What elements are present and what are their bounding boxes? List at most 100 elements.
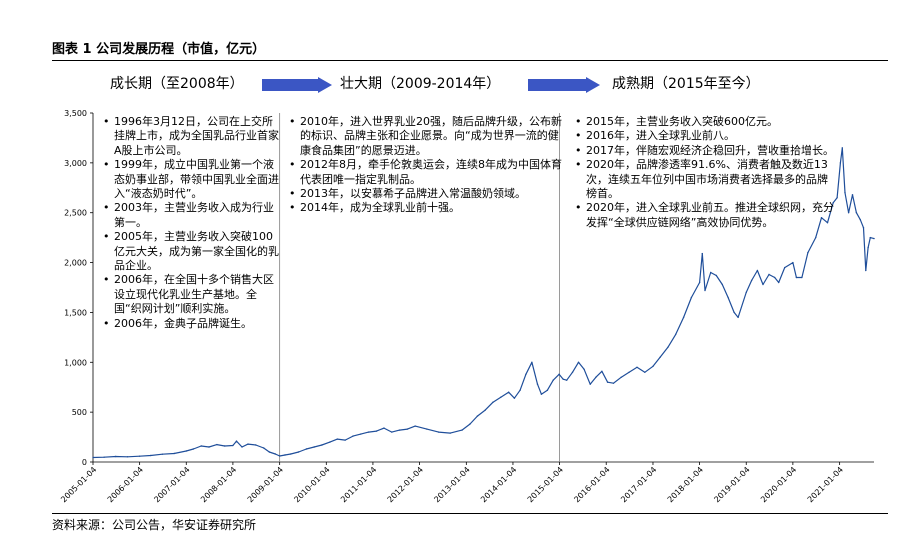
data-point — [192, 448, 195, 450]
data-point — [406, 428, 409, 430]
data-point — [859, 219, 861, 221]
data-point — [839, 162, 842, 164]
data-point — [279, 455, 281, 457]
data-point — [721, 283, 723, 286]
data-point — [552, 379, 554, 381]
x-tick-label: 2006-01-04 — [106, 465, 145, 504]
data-point — [367, 431, 370, 433]
data-point — [566, 379, 568, 381]
x-tick-label: 2007-01-04 — [152, 465, 191, 504]
data-point — [869, 236, 871, 239]
data-point — [336, 438, 339, 440]
data-point — [92, 456, 94, 459]
data-point — [710, 271, 712, 274]
data-point — [715, 274, 717, 277]
data-point — [571, 371, 574, 373]
note-2013-ambrosial: 2013年，以安慕希子品牌进入常温酸奶领域。 — [289, 187, 562, 202]
note-2006-jindian: 2006年，金典子品牌诞生。 — [103, 317, 282, 332]
x-tick-label: 2012-01-04 — [386, 465, 425, 504]
data-point — [329, 441, 331, 443]
data-point — [855, 212, 858, 214]
x-tick-label: 2021-01-04 — [806, 465, 845, 504]
bottom-rule — [52, 513, 888, 514]
data-point — [185, 450, 187, 452]
top-rule — [52, 60, 888, 61]
data-point — [492, 401, 494, 403]
note-2012-olympics: 2012年8月，牵手伦敦奥运会，连续8年成为中国体育代表团唯一指定乳制品。 — [289, 158, 562, 187]
note-2003-revenue: 2003年，主营业务收入成为行业第一。 — [103, 201, 282, 230]
y-tick-label: 500 — [72, 408, 87, 417]
data-point — [636, 366, 638, 368]
x-tick-label: 2011-01-04 — [339, 465, 378, 504]
data-point — [847, 212, 850, 214]
data-point — [507, 391, 510, 393]
data-point — [795, 276, 798, 279]
note-2017-growth: 2017年，伴随宏观经济企稳回升，营收重拾增长。 — [575, 144, 836, 159]
note-2006-bases: 2006年，在全国十多个销售大区设立现代化乳业生产基地。全国“织网计划”顺利实施… — [103, 273, 282, 316]
data-point — [841, 147, 843, 149]
x-tick-label: 2020-01-04 — [759, 465, 798, 504]
x-tick-label: 2013-01-04 — [432, 465, 471, 504]
note-2020-penetration: 2020年，品牌渗透率91.6%、消费者触及数近13次，连续五年位列中国市场消费… — [575, 158, 836, 201]
note-2020-top5: 2020年，进入全球乳业前五。推进全球织网，充分发挥“全球供应链网络”高效协同优… — [575, 201, 836, 230]
data-point — [733, 311, 735, 314]
data-point — [659, 356, 661, 358]
data-point — [762, 283, 764, 286]
data-point — [851, 194, 854, 196]
data-point — [873, 237, 875, 240]
data-point — [865, 269, 867, 272]
data-point — [321, 444, 323, 446]
data-point — [247, 443, 249, 445]
data-point — [138, 455, 141, 457]
figure-source: 资料来源：公司公告，华安证券研究所 — [52, 518, 257, 532]
data-point — [352, 435, 354, 437]
note-1999-liquid-milk: 1999年，成立中国乳业第一个液态奶事业部，带领中国乳业全面进入“液态奶时代”。 — [103, 158, 282, 201]
data-point — [690, 296, 693, 299]
data-point — [698, 281, 701, 284]
data-point — [437, 431, 440, 433]
data-point — [263, 447, 265, 449]
data-point — [836, 197, 838, 199]
expansion-notes: 2010年，进入世界乳业20强，随后品牌升级，公布新的标识、品牌主张和企业愿景。… — [286, 115, 562, 216]
data-point — [232, 444, 234, 447]
data-point — [784, 266, 786, 269]
data-point — [284, 454, 286, 456]
data-point — [792, 261, 794, 264]
data-point — [525, 373, 527, 375]
y-tick-label: 2,500 — [64, 209, 87, 218]
y-tick-label: 1,000 — [64, 358, 87, 367]
data-point — [801, 276, 803, 279]
data-point — [426, 428, 428, 430]
x-tick-label: 2010-01-04 — [292, 465, 331, 504]
phase-label-expansion: 壮大期（2009-2014年） — [340, 76, 501, 92]
data-point — [606, 381, 609, 383]
data-point — [235, 440, 238, 442]
note-2016-top8: 2016年，进入全球乳业前八。 — [575, 129, 836, 144]
data-point — [469, 423, 471, 425]
note-2015-revenue: 2015年，主营业务收入突破600亿元。 — [575, 115, 836, 130]
data-point — [398, 429, 401, 431]
data-point — [815, 236, 817, 239]
data-point — [620, 376, 622, 378]
data-point — [449, 432, 451, 434]
data-point — [103, 456, 105, 458]
data-point — [241, 446, 243, 448]
data-point — [612, 382, 615, 384]
data-point — [500, 396, 502, 398]
data-point — [778, 281, 780, 284]
data-point — [546, 389, 549, 391]
y-tick-label: 0 — [82, 458, 87, 467]
data-point — [115, 455, 117, 458]
data-point — [161, 453, 164, 455]
x-tick-label: 2015-01-04 — [526, 465, 565, 504]
data-point — [313, 446, 315, 448]
data-point — [461, 429, 463, 431]
note-2014-top10: 2014年，成为全球乳业前十强。 — [289, 201, 562, 216]
data-point — [344, 439, 346, 441]
data-point — [601, 370, 603, 372]
data-point — [750, 279, 753, 282]
data-point — [867, 246, 869, 249]
data-point — [513, 397, 516, 399]
data-point — [531, 361, 533, 363]
